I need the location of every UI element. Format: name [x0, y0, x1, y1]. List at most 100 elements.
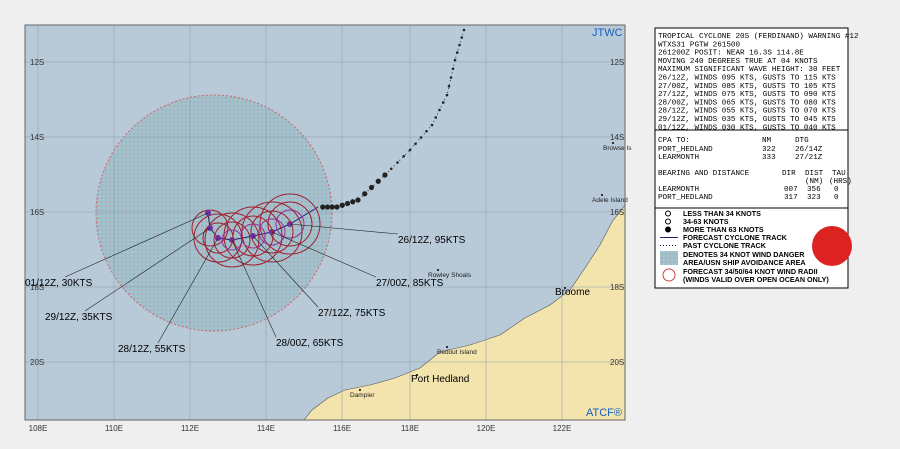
lon-label: 122E [553, 424, 572, 433]
label-leader [252, 235, 319, 308]
past-position [447, 84, 451, 88]
wind-radius [258, 218, 286, 246]
track-label: 27/00Z, 85KTS [376, 278, 444, 289]
logo [812, 226, 852, 266]
legend-entry: MORE THAN 63 KNOTS [683, 225, 764, 234]
agency: JTWC [592, 27, 623, 39]
lon-label: 112E [181, 424, 199, 433]
bearing-cell: 007 [784, 186, 798, 194]
place-label: Broome [555, 287, 590, 298]
past-position [334, 204, 340, 210]
cpa-cell: LEARMONTH [658, 154, 699, 162]
past-position [451, 67, 455, 71]
warning-line: WTXS31 PGTW 261500 [658, 41, 740, 49]
warning-line: 261200Z POSIT: NEAR 16.3S 114.8E [658, 50, 804, 58]
legend-entry: FORECAST 34/50/64 KNOT WIND RADII [683, 267, 818, 276]
warning-line: MAXIMUM SIGNIFICANT WAVE HEIGHT: 30 FEET [658, 66, 841, 74]
lat-label: 20S [30, 358, 44, 367]
track-label: 28/00Z, 65KTS [276, 338, 344, 349]
past-position [408, 148, 412, 152]
lon-label: 116E [333, 424, 351, 433]
track-label: 27/12Z, 75KTS [318, 308, 386, 319]
lon-label: 120E [477, 424, 496, 433]
past-position [419, 136, 423, 139]
legend-entry: 34-63 KNOTS [683, 217, 729, 226]
track-label: 26/12Z, 95KTS [398, 235, 466, 246]
past-position [434, 116, 438, 119]
legend-entry: (WINDS VALID OVER OPEN OCEAN ONLY) [683, 275, 829, 284]
warning-line: 28/00Z, WINDS 065 KTS, GUSTS TO 080 KTS [658, 99, 836, 107]
place-label: Bedout Island [437, 349, 477, 356]
bearing-cell: 0 [834, 186, 839, 194]
past-position [355, 197, 361, 203]
place-label: Port Hedland [411, 374, 469, 385]
warning-line: 27/00Z, WINDS 085 KTS, GUSTS TO 105 KTS [658, 83, 836, 91]
past-position [438, 108, 441, 112]
place-dot [564, 287, 566, 289]
bearing-heading: DIR [782, 170, 796, 178]
warning-line: 01/12Z, WINDS 030 KTS, GUSTS TO 040 KTS [658, 124, 836, 132]
wind-radius [267, 201, 313, 247]
past-position [324, 204, 331, 210]
past-position [329, 204, 335, 210]
cpa-cell: PORT_HEDLAND [658, 146, 713, 154]
bearing-cell: 0 [834, 194, 839, 202]
lat-label: 14S [30, 133, 44, 142]
past-position [350, 199, 356, 205]
lon-label: 118E [401, 424, 419, 433]
bearing-cell: LEARMONTH [658, 186, 699, 194]
label-leader [231, 239, 277, 338]
wind-radius [259, 193, 321, 255]
place-dot [601, 194, 603, 196]
past-position [458, 43, 461, 47]
danger-area [95, 94, 333, 332]
past-position [462, 28, 466, 32]
warning-line: 29/12Z, WINDS 035 KTS, GUSTS TO 045 KTS [658, 116, 836, 124]
place-label: Adele Island [592, 197, 628, 204]
cpa-heading: NM [762, 137, 772, 145]
past-position [396, 161, 399, 164]
past-position [425, 129, 428, 133]
wind-radius [202, 222, 234, 254]
place-label: Browse Is [603, 145, 632, 152]
legend-icon [662, 268, 676, 282]
place-dot [416, 374, 418, 376]
lat-label: 14S [610, 133, 624, 142]
lat-label: 12S [610, 58, 624, 67]
cpa-cell: 333 [762, 154, 776, 162]
past-position [430, 123, 434, 127]
bearing-cell: PORT_HEDLAND [658, 194, 713, 202]
legend-icon [665, 226, 671, 233]
lat-label: 16S [610, 208, 624, 217]
label-leader [289, 223, 399, 235]
bearing-sub: (NM) [805, 178, 823, 186]
past-position [389, 167, 393, 171]
wind-radius [275, 209, 305, 239]
label-leader [64, 212, 209, 278]
place-label: Dampier [350, 392, 375, 399]
lon-label: 108E [29, 424, 48, 433]
bearing-sub: (HRS) [829, 178, 852, 186]
warning-line: MOVING 240 DEGREES TRUE AT 04 KNOTS [658, 58, 818, 66]
legend-entry: DENOTES 34 KNOT WIND DANGER [683, 250, 805, 259]
legend-entry: FORECAST CYCLONE TRACK [683, 233, 788, 242]
cpa-cell: 27/21Z [795, 154, 823, 162]
warning-line: 27/12Z, WINDS 075 KTS, GUSTS TO 090 KTS [658, 91, 836, 99]
past-position [453, 58, 457, 62]
label-leader [157, 237, 219, 344]
wind-radius [250, 210, 294, 254]
past-position [402, 154, 406, 158]
cpa-heading: CPA TO: [658, 137, 690, 145]
wind-radius [204, 212, 260, 268]
bearing-heading: DIST [805, 170, 824, 178]
bearing-heading: BEARING AND DISTANCE [658, 170, 750, 178]
label-leader [84, 227, 211, 312]
past-position [362, 191, 368, 197]
bearing-cell: 317 [784, 194, 798, 202]
track-label: 01/12Z, 30KTS [25, 278, 93, 289]
past-position [414, 142, 417, 146]
wind-radius [191, 209, 229, 247]
track-label: 28/12Z, 55KTS [118, 344, 186, 355]
past-position [455, 51, 459, 54]
map-frame [24, 24, 626, 421]
